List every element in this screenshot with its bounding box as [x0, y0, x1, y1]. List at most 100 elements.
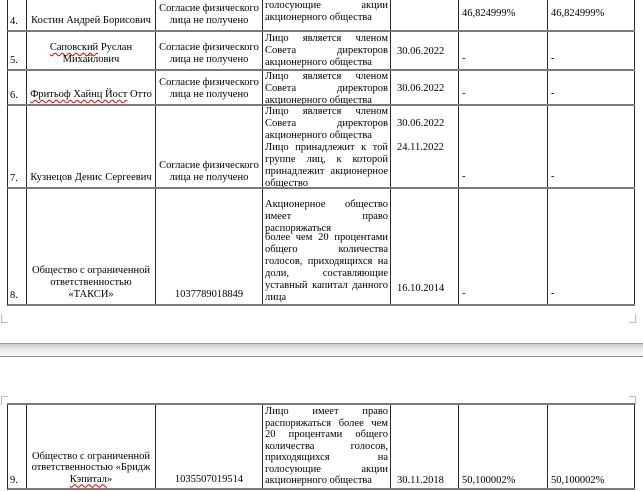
row-number-cell: 5. — [8, 32, 27, 69]
name-cell: Кузнецов Денис Сергеевич — [27, 106, 156, 187]
table-row: 8. Общество с ограниченной ответственнос… — [7, 189, 635, 306]
text-line: лица не получено — [169, 172, 249, 183]
text-line: Михайлович — [62, 54, 120, 65]
text-line: Согласие физического — [159, 42, 259, 53]
date-value: 24.11.2022 — [397, 142, 444, 153]
affiliates-table-page1: 4. Костин Андрей Борисович Согласие физи… — [7, 0, 635, 306]
name-word: Руслан — [98, 42, 133, 53]
share-voting-value: - — [551, 171, 555, 182]
table-row: 4. Костин Андрей Борисович Согласие физи… — [7, 0, 635, 32]
text-line: акционерного общества — [265, 95, 372, 104]
share-capital-value: - — [462, 53, 466, 64]
text-line: ответственностью «Бридж — [31, 462, 151, 473]
text-boundary-mark — [1, 396, 8, 405]
name-cell: Саповский Руслан Михайлович — [27, 32, 156, 69]
misspelled-word: Фритьоф Хайнц Йост — [30, 89, 128, 100]
text-line: имеет право распоряжаться — [265, 211, 388, 234]
text-line: лица — [265, 292, 287, 303]
text-line: Совета директоров — [265, 83, 388, 94]
row-number: 4. — [10, 16, 18, 27]
date-value: 30.11.2018 — [397, 474, 444, 486]
row-number-cell: 4. — [8, 0, 27, 30]
share-capital-cell: - — [459, 32, 548, 69]
consent-cell: Согласие физического лица не получено — [156, 71, 263, 104]
text-boundary-mark — [1, 314, 8, 323]
text-line: голосов, приходящихся на — [265, 256, 388, 267]
spacer — [397, 71, 456, 83]
ogrn-value: 1035507019514 — [174, 473, 244, 485]
text-line: Совета директоров — [265, 118, 388, 129]
ogrn-value: 1037789018849 — [174, 289, 244, 300]
row-number-cell: 8. — [8, 189, 27, 304]
text-line: Костин Андрей Борисович — [31, 15, 151, 26]
spacer — [397, 106, 456, 118]
text-line: более чем 20 процентами — [265, 232, 388, 243]
reason-cell: Лицо является членом Совета директоров а… — [263, 71, 391, 104]
share-voting-cell: - — [548, 71, 635, 104]
name-cell: Фритьоф Хайнц Йост Отто — [27, 71, 156, 104]
text-line: Согласие физического — [159, 3, 259, 14]
name-cell: Общество с ограниченной ответственностью… — [27, 189, 156, 304]
name-word: Отто — [127, 89, 152, 100]
share-capital-value: 46,824999% — [462, 8, 516, 19]
text-boundary-mark — [629, 396, 636, 405]
text-line: приходящихся на — [265, 452, 388, 463]
text-line: Лицо принадлежит к той — [265, 142, 388, 153]
text-line: группе лиц, к которой — [265, 154, 388, 165]
spacer — [397, 34, 456, 46]
share-voting-value: - — [551, 53, 555, 64]
row-number-cell: 7. — [8, 106, 27, 187]
text-boundary-mark — [629, 314, 636, 323]
row-number: 8. — [10, 290, 18, 301]
share-voting-cell: - — [548, 189, 635, 304]
text-line: общество — [265, 178, 308, 187]
misspelled-word: Саповский — [49, 42, 99, 53]
share-voting-cell: - — [548, 32, 635, 69]
date-cell: 16.10.2014 — [391, 189, 459, 304]
date-value: 30.06.2022 — [397, 118, 445, 129]
share-capital-cell: - — [459, 71, 548, 104]
name-cell: Костин Андрей Борисович — [27, 0, 156, 30]
text-line: голосующие акции — [265, 0, 388, 11]
row-number: 7. — [10, 173, 18, 184]
text-line: доли, составляющие — [265, 268, 388, 279]
text-line: уставный капитал данного — [265, 280, 388, 291]
text-line: Совета директоров — [265, 45, 388, 56]
share-capital-value: - — [462, 171, 466, 182]
text-line: акционерного общества — [265, 12, 372, 23]
text-line: акционерного общества — [265, 57, 372, 68]
page-separator[interactable] — [0, 343, 643, 357]
consent-cell: Согласие физического лица не получено — [156, 32, 263, 69]
share-capital-value: - — [462, 288, 466, 299]
share-capital-value: 50,100002% — [462, 474, 516, 486]
ogrn-cell: 1035507019514 — [156, 405, 263, 488]
date-cell: 30.06.2022 — [391, 71, 459, 104]
ogrn-cell: 1037789018849 — [156, 189, 263, 304]
reason-cell: Лицо является членом Совета директоров а… — [263, 32, 391, 69]
text-line: общего количества — [265, 244, 388, 255]
text-line: Лицо является членом — [265, 106, 388, 117]
text-line: голосующие акции — [265, 463, 388, 475]
share-voting-cell: 50,100002% — [548, 405, 635, 488]
reason-cell: Лицо имеет право распоряжаться более чем… — [263, 405, 391, 488]
text-line: принадлежит акционерное — [265, 166, 388, 177]
affiliates-table-page2: 9. Общество с ограниченной ответственнос… — [7, 403, 635, 490]
text-line: «ТАКСИ» — [68, 289, 114, 300]
text-line: акционерного общества — [265, 475, 372, 486]
name-word: » — [107, 473, 113, 485]
text-line: лица не получено — [169, 15, 249, 26]
row-number: 9. — [10, 474, 18, 486]
text-line: Согласие физического — [159, 160, 259, 171]
date-cell: 30.11.2018 — [391, 405, 459, 488]
consent-cell: Согласие физического лица не получено — [156, 0, 263, 30]
text-line: Кэпитал» — [27, 474, 155, 486]
table-row: 9. Общество с ограниченной ответственнос… — [7, 405, 635, 490]
share-capital-cell: - — [459, 106, 548, 187]
date-cell: 30.06.2022 24.11.2022 — [391, 106, 459, 187]
consent-cell: Согласие физического лица не получено — [156, 106, 263, 187]
text-line: лица не получено — [169, 89, 249, 100]
text-line: Лицо имеет право — [265, 406, 388, 417]
share-voting-cell: 46,824999% — [548, 0, 635, 30]
table-row: 7. Кузнецов Денис Сергеевич Согласие физ… — [7, 106, 635, 189]
